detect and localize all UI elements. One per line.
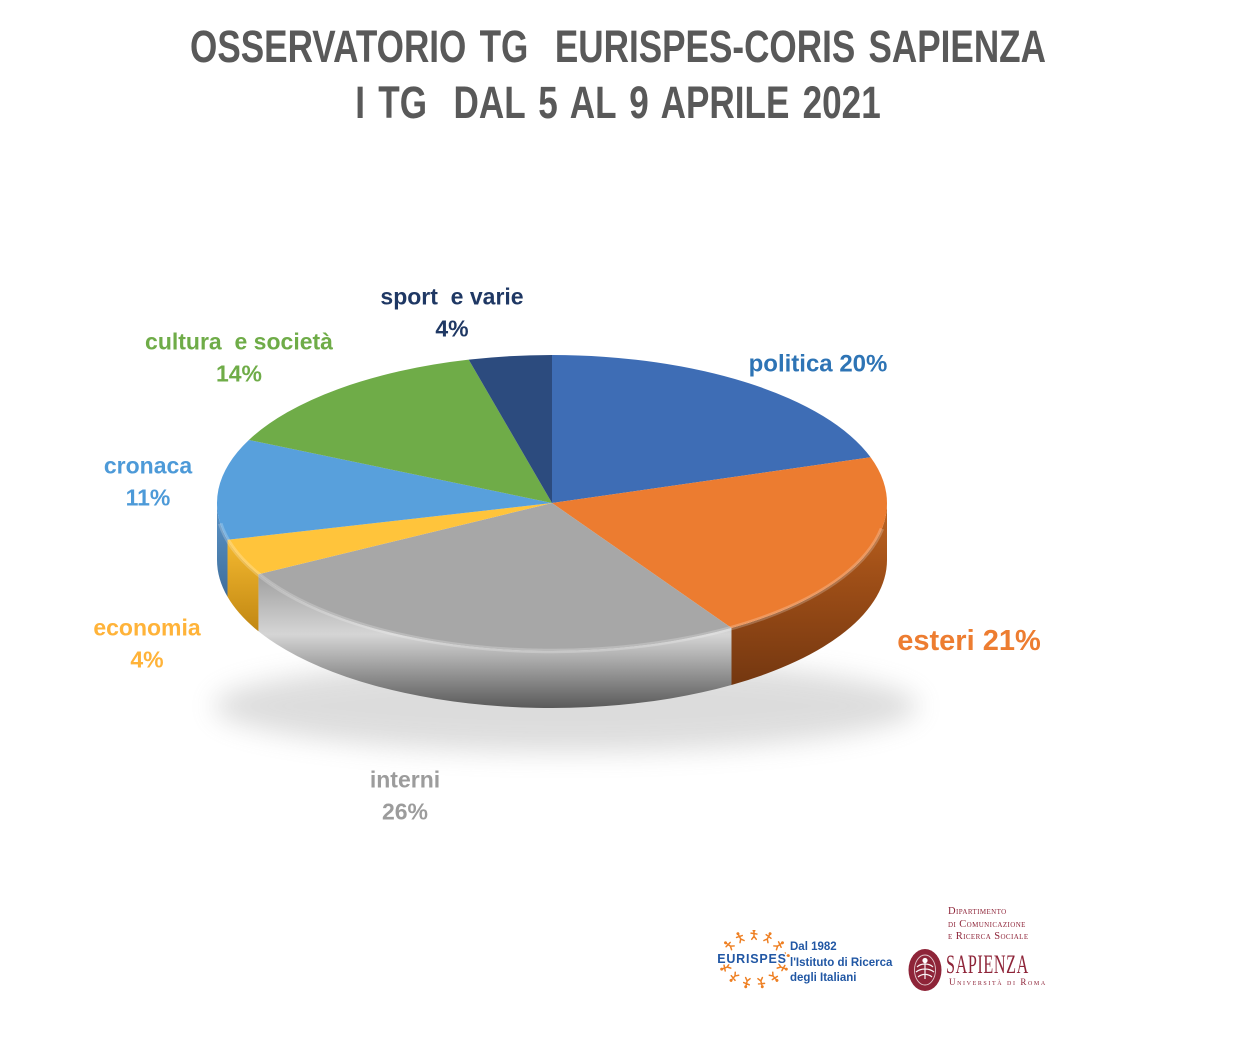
eurispes-tagline-line2: l'Istituto di Ricerca [790,956,893,969]
pie-slice-esteri-side [731,503,887,685]
pie-slice-cronaca [216,439,552,540]
eurispes-figure-icon [720,963,732,972]
eurispes-wordmark: EURISPES [718,952,787,966]
pie-slice-economia-side [227,539,259,632]
eurispes-figure-icon [776,963,788,972]
sapienza-seal-icon [908,949,942,991]
eurispes-figure-icon [773,941,784,951]
eurispes-figure-icon [768,971,779,982]
eurispes-tagline-line3: degli Italiani [790,972,857,984]
chart-title-line2: I TG DAL 5 AL 9 APRILE 2021 [355,77,881,128]
pie-slice-interni [258,503,732,651]
eurispes-figure-icon [778,952,790,960]
pie-slice-politica [552,355,871,503]
pie-slice-cronaca-side [216,503,228,597]
eurispes-figure-icon [718,952,730,960]
sapienza-dept-line3: e Ricerca Sociale [948,931,1029,942]
pie-slice-economia [227,503,552,575]
sapienza-emblem-icon [908,949,942,991]
pie-slice-cultura-e-societa [248,359,552,503]
sapienza-dept-line1: Dipartimento [948,906,1007,917]
eurispes-figure-icon [729,971,740,982]
chart-title: OSSERVATORIO TG EURISPES-CORIS SAPIENZA … [0,19,1236,131]
eurispes-figure-icon [763,932,772,944]
eurispes-tagline-line1: Dal 1982 [790,941,837,953]
sapienza-subtitle: Università di Roma [949,977,1047,987]
sapienza-department-text: Dipartimento di Comunicazione e Ricerca … [948,906,1029,944]
sapienza-wordmark: SAPIENZA [946,950,1029,979]
eurispes-figure-icon [724,941,735,951]
eurispes-figure-icon [757,976,766,989]
pie-slice-interni-side [258,574,732,708]
chart-title-line1: OSSERVATORIO TG EURISPES-CORIS SAPIENZA [190,21,1046,72]
pie-slice-sport-e-varie [468,355,552,503]
eurispes-figure-icon [742,976,751,989]
sapienza-dept-line2: di Comunicazione [948,918,1026,930]
eurispes-figure-icon [735,932,745,944]
eurispes-figure-icon [750,930,758,941]
eurispes-logo: EURISPES [718,930,790,989]
pie-rim-highlight [218,522,884,654]
eurispes-tagline: Dal 1982 l'Istituto di Ricerca degli Ita… [790,940,892,987]
pie-slice-esteri [552,457,887,628]
